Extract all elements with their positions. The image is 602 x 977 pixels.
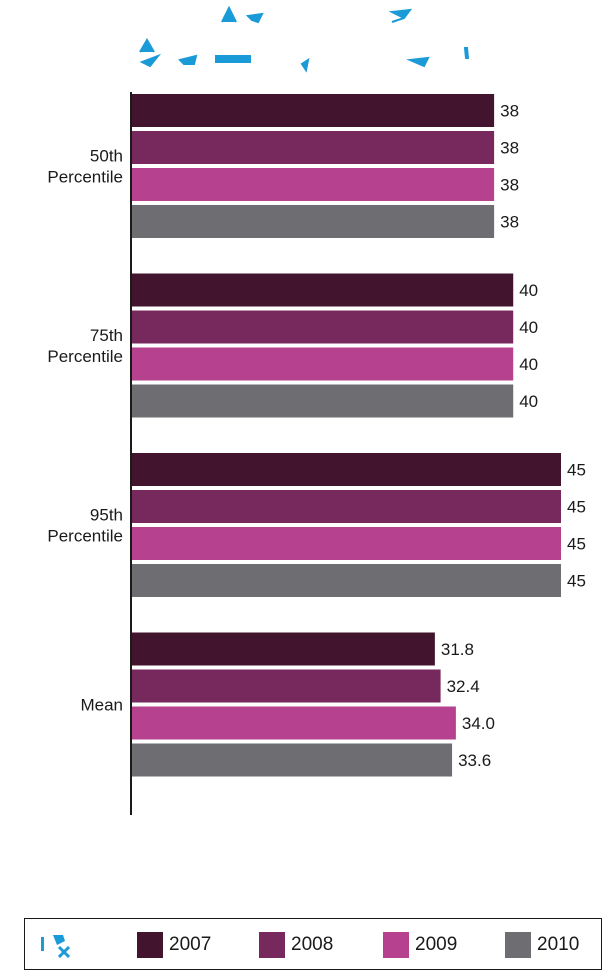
value-label-2008-3: 32.4 (447, 677, 480, 696)
bar-2007-1 (131, 273, 514, 307)
title-glyph-4 (139, 53, 162, 68)
title-glyphs (139, 5, 470, 73)
legend-item-2008: 2008 (259, 932, 333, 958)
legend-item-2009: 2009 (383, 932, 457, 958)
bar-2010-1 (131, 384, 514, 418)
legend-item-2010: 2010 (505, 932, 579, 958)
title-glyph-2 (388, 8, 413, 23)
value-label-2007-2: 45 (567, 461, 586, 480)
title-glyph-6 (215, 55, 251, 63)
bar-2010-0 (131, 205, 495, 238)
title-glyph-0 (221, 5, 237, 23)
bar-2008-0 (131, 131, 495, 164)
value-label-2007-3: 31.8 (441, 640, 474, 659)
bar-2007-3 (131, 632, 435, 666)
title-glyph-8 (406, 56, 430, 68)
category-labels-layer: 50th Percentile 75th Percentile 95th Percenti… (47, 147, 123, 715)
bar-2007-2 (131, 453, 561, 486)
bar-chart: 38 38 38 38 40 40 40 40 45 45 45 45 31.8 32.4 34.0 33.6… (47, 92, 586, 815)
title-glyph-1 (245, 12, 264, 24)
value-label-2009-1: 40 (519, 355, 538, 374)
value-label-2009-3: 34.0 (462, 714, 495, 733)
bar-2009-0 (131, 168, 495, 201)
category-label-0: 50th Percentile (47, 147, 123, 187)
legend-swatch-2010 (505, 932, 531, 958)
title-glyph-3 (139, 38, 155, 53)
value-label-2007-1: 40 (519, 281, 538, 300)
value-label-2010-1: 40 (519, 392, 538, 411)
bar-2008-3 (131, 669, 441, 703)
bar-2008-1 (131, 310, 514, 344)
bar-2010-2 (131, 564, 561, 597)
legend-swatch-2009 (383, 932, 409, 958)
value-label-2009-0: 38 (500, 176, 519, 195)
bar-2007-0 (131, 94, 495, 127)
legend-item-2007: 2007 (137, 932, 211, 958)
value-label-2010-2: 45 (567, 572, 586, 591)
legend-label-2007: 2007 (169, 934, 212, 955)
bar-2009-1 (131, 347, 514, 381)
legend-label-2010: 2010 (537, 934, 580, 955)
legend: 2007 2008 2009 2010 (24, 918, 602, 970)
category-label-2: 95th Percentile (47, 506, 123, 546)
title-glyph-7 (300, 57, 310, 73)
chart-title-graphic (139, 5, 470, 73)
value-label-2007-0: 38 (500, 102, 519, 121)
bar-2009-3 (131, 706, 456, 740)
legend-marker-icon (41, 935, 71, 959)
legend-swatch-2007 (137, 932, 163, 958)
value-label-2009-2: 45 (567, 535, 586, 554)
title-glyph-5 (178, 54, 198, 65)
legend-label-2008: 2008 (291, 934, 334, 955)
bars-layer (131, 94, 561, 777)
bar-2009-2 (131, 527, 561, 560)
legend-label-2009: 2009 (415, 934, 458, 955)
title-glyph-9 (463, 47, 470, 59)
bar-2010-3 (131, 743, 453, 777)
bar-2008-2 (131, 490, 561, 523)
value-label-2008-0: 38 (500, 139, 519, 158)
value-label-2010-3: 33.6 (458, 751, 491, 770)
value-label-2010-0: 38 (500, 213, 519, 232)
value-label-2008-1: 40 (519, 318, 538, 337)
value-label-2008-2: 45 (567, 498, 586, 517)
value-labels-layer: 38 38 38 38 40 40 40 40 45 45 45 45 31.8 32.4 34.0 33.6 (441, 102, 586, 771)
category-label-1: 75th Percentile (47, 326, 123, 366)
category-label-3: Mean (80, 696, 123, 715)
legend-swatch-2008 (259, 932, 285, 958)
